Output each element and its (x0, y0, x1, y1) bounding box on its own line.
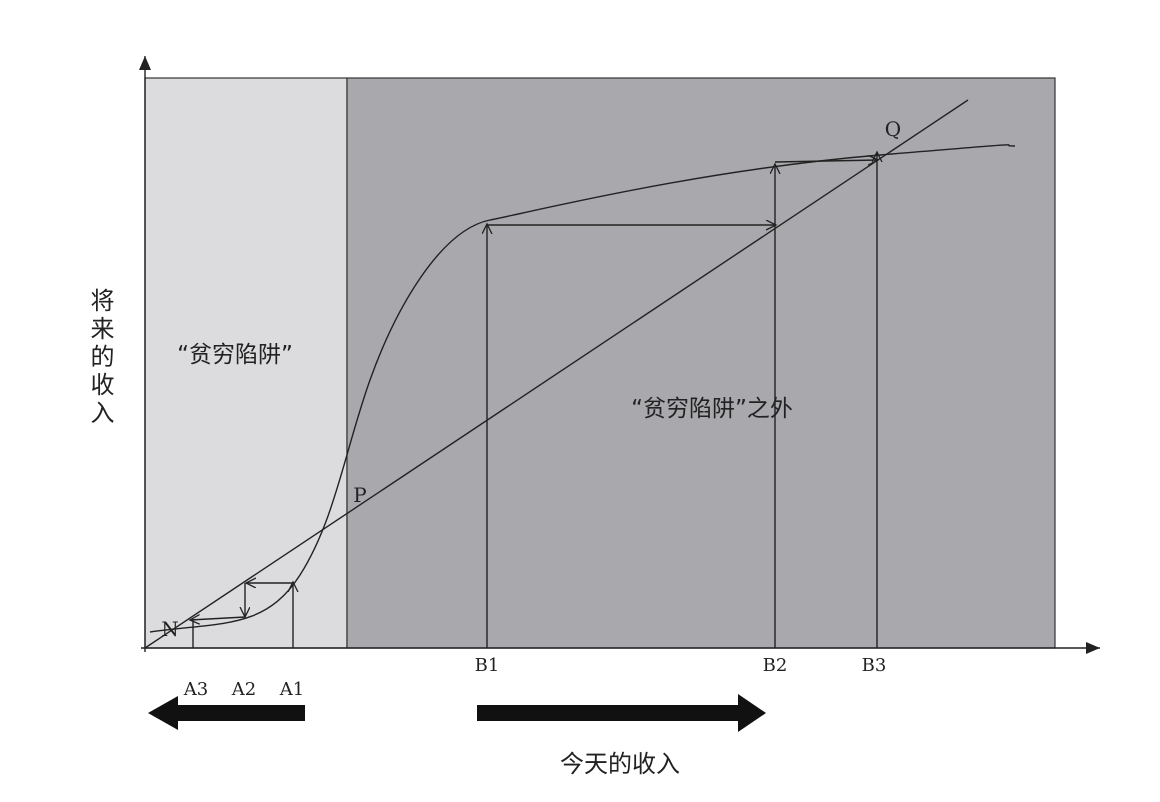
point-label: P (353, 483, 366, 507)
diagonal-line (144, 99, 969, 649)
y-axis-label: 将来的收入 (86, 288, 114, 428)
income-curve (149, 144, 1016, 633)
x-marker-label: A2 (231, 679, 256, 700)
left-arrow (148, 696, 305, 730)
poverty-trap-region (144, 77, 348, 649)
point-label: Q (885, 117, 901, 141)
right-arrow (477, 694, 766, 732)
x-marker-label: B2 (763, 655, 788, 676)
region-label: “贫穷陷阱” (177, 342, 293, 368)
region-label: “贫穷陷阱”之外 (631, 396, 793, 422)
dynamics-arrows (190, 152, 878, 648)
outside-region (346, 77, 1056, 649)
x-marker-label: B1 (475, 655, 500, 676)
x-marker-label: B3 (862, 655, 887, 676)
point-label: N (161, 617, 179, 641)
x-marker-label: A3 (183, 679, 208, 700)
x-axis-label: 今天的收入 (560, 750, 680, 778)
x-marker-label: A1 (279, 679, 304, 700)
